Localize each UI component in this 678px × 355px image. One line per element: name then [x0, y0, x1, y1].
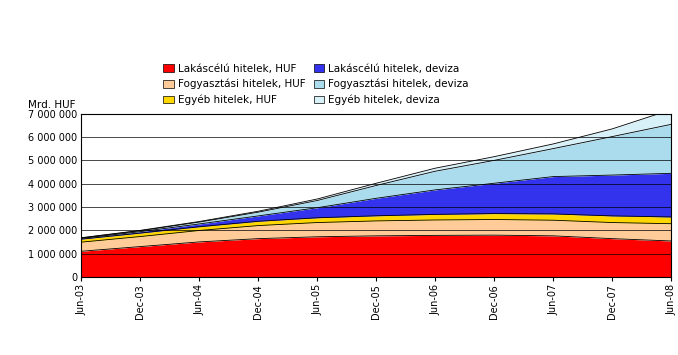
Text: Mrd. HUF: Mrd. HUF: [28, 100, 76, 110]
Legend: Lakáscélú hitelek, HUF, Fogyasztási hitelek, HUF, Egyéb hitelek, HUF, Lakáscélú : Lakáscélú hitelek, HUF, Fogyasztási hite…: [163, 64, 469, 105]
